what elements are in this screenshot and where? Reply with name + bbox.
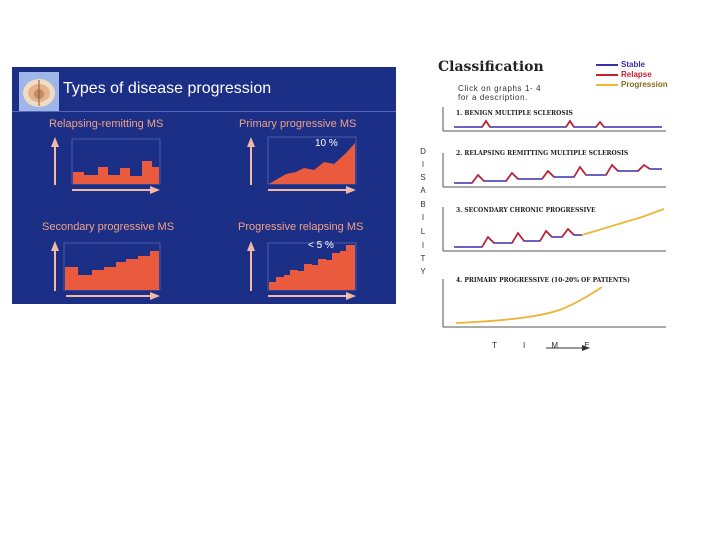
legend-stable-swatch — [596, 64, 618, 66]
legend-relapse-swatch — [596, 74, 618, 76]
y-axis-letter: T — [420, 254, 426, 263]
graph-1-benign[interactable] — [442, 105, 668, 135]
mini-chart-relapsing-remitting — [51, 137, 161, 194]
y-axis-letter: I — [421, 160, 425, 169]
y-axis-letter: I — [421, 241, 425, 250]
panel-label-primary-progressive: Primary progressive MS — [239, 118, 357, 130]
graph-2-title: 2. RELAPSING REMITTING MULTIPLE SCLEROSI… — [456, 150, 629, 157]
y-axis-letter: B — [420, 200, 426, 209]
y-axis-letter: I — [421, 213, 425, 222]
x-axis-time-label: T I M E — [492, 341, 602, 350]
panel-label-relapsing-remitting: Relapsing-remitting MS — [49, 118, 164, 130]
graph-3-title: 3. SECONDARY CHRONIC PROGRESSIVE — [456, 207, 596, 214]
y-axis-letter: A — [420, 186, 426, 195]
legend-stable-label: Stable — [621, 60, 646, 69]
time-arrow-icon — [546, 345, 590, 351]
annotation-progressive-relapsing: < 5 % — [308, 240, 334, 251]
title-divider — [12, 111, 396, 112]
y-axis-letter: D — [420, 147, 426, 156]
annotation-primary-progressive: 10 % — [315, 138, 338, 149]
legend-progression-label: Progression — [621, 80, 668, 89]
instruction-line-2: for a description. — [458, 93, 528, 102]
y-axis-letter: L — [420, 227, 426, 236]
classification-title: Classification — [438, 59, 544, 75]
legend-relapse-label: Relapse — [621, 70, 652, 79]
brain-logo-icon — [19, 72, 59, 112]
panel-label-secondary-progressive: Secondary progressive MS — [42, 221, 175, 233]
disease-progression-slide: Types of disease progression Relapsing-r… — [12, 67, 396, 304]
graph-4-primary-progressive[interactable] — [442, 273, 668, 331]
mini-chart-primary-progressive — [247, 136, 357, 194]
instruction-line-1: Click on graphs 1- 4 — [458, 84, 542, 93]
graph-3-secondary-progressive[interactable] — [442, 203, 668, 255]
y-axis-letter: Y — [420, 267, 426, 276]
classification-figure: Classification Click on graphs 1- 4 for … — [412, 55, 712, 355]
classification-instruction: Click on graphs 1- 4 for a description. — [458, 84, 541, 102]
y-axis-letter: S — [420, 173, 426, 182]
panel-label-progressive-relapsing: Progressive relapsing MS — [238, 221, 364, 233]
graph-2-relapsing-remitting[interactable] — [442, 147, 668, 191]
mini-chart-secondary-progressive — [51, 241, 161, 300]
graph-1-title: 1. BENIGN MULTIPLE SCLEROSIS — [456, 110, 573, 117]
slide-title: Types of disease progression — [63, 80, 272, 97]
mini-chart-progressive-relapsing — [247, 241, 357, 300]
legend-progression-swatch — [596, 84, 618, 86]
graph-4-title: 4. PRIMARY PROGRESSIVE (10-20% OF PATIEN… — [456, 277, 630, 284]
